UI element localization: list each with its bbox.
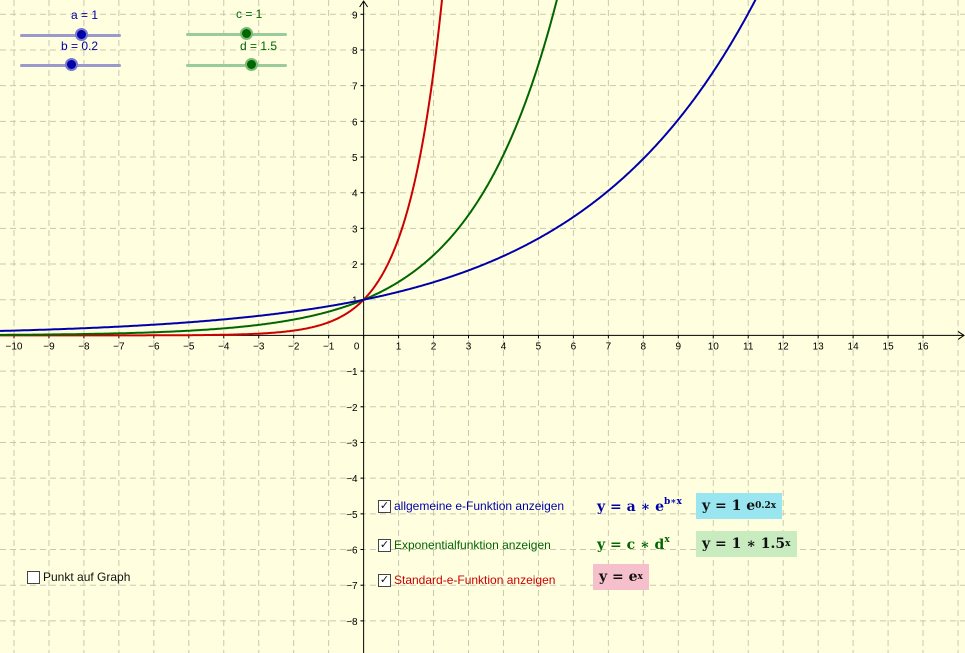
- tick-labels: −10 −9 −8 −7 −6 −5 −4 −3 −2 −1 0 1 2 3 4 5 6 7 8 9 10 11 12 13 1…: [6, 10, 930, 628]
- x-tick-label: 13: [813, 341, 825, 352]
- exponential-formula: y = c ∗ dx: [597, 535, 670, 553]
- x-tick-label: 0: [354, 341, 360, 352]
- x-tick-label: −5: [183, 341, 195, 352]
- y-tick-label: 2: [352, 260, 358, 271]
- slider-a-track[interactable]: [20, 34, 121, 37]
- y-tick-label: −5: [346, 510, 358, 521]
- x-tick-label: 14: [848, 341, 860, 352]
- general-formula-value: y = 1 e 0.2x: [696, 493, 783, 519]
- y-tick-label: 3: [352, 224, 358, 235]
- x-tick-label: −6: [148, 341, 160, 352]
- point-on-graph-checkbox[interactable]: [27, 570, 40, 584]
- general-formula: y = a ∗ eb∗x: [597, 497, 682, 515]
- slider-d-knob[interactable]: [245, 58, 258, 71]
- x-tick-label: 8: [641, 341, 647, 352]
- x-tick-label: 9: [676, 341, 682, 352]
- x-tick-label: 12: [778, 341, 790, 352]
- curves: [0, 0, 757, 337]
- y-tick-label: −4: [346, 474, 358, 485]
- x-tick-label: 10: [708, 341, 720, 352]
- x-tick-label: 1: [396, 341, 402, 352]
- y-tick-label: 4: [352, 189, 358, 200]
- x-tick-label: −9: [43, 341, 55, 352]
- slider-d-track[interactable]: [186, 64, 287, 67]
- y-tick-label: −8: [346, 617, 358, 628]
- general-function-checkbox-row[interactable]: ✓ allgemeine e-Funktion anzeigen: [378, 497, 564, 515]
- exponential-function-label: Exponentialfunktion anzeigen: [394, 538, 551, 552]
- y-tick-label: −1: [346, 367, 358, 378]
- general-function-label: allgemeine e-Funktion anzeigen: [394, 499, 565, 513]
- slider-c-label: c = 1: [236, 7, 263, 21]
- x-tick-label: 6: [571, 341, 577, 352]
- x-tick-label: 2: [431, 341, 437, 352]
- x-tick-label: 3: [466, 341, 472, 352]
- y-tick-label: 6: [352, 117, 358, 128]
- exponential-function-checkbox[interactable]: ✓: [378, 538, 391, 552]
- standard-function-label: Standard-e-Funktion anzeigen: [394, 573, 556, 587]
- x-tick-label: −10: [6, 341, 23, 352]
- x-tick-label: −3: [253, 341, 265, 352]
- y-tick-label: −3: [346, 438, 358, 449]
- point-on-graph-label: Punkt auf Graph: [43, 570, 131, 584]
- y-tick-label: −2: [346, 403, 358, 414]
- y-axis-arrow: [359, 0, 369, 8]
- x-tick-label: −7: [113, 341, 125, 352]
- y-tick-label: 7: [352, 82, 358, 93]
- curve-green: [0, 0, 558, 336]
- standard-function-checkbox-row[interactable]: ✓ Standard-e-Funktion anzeigen: [378, 571, 555, 589]
- x-tick-label: 7: [606, 341, 612, 352]
- slider-b-knob[interactable]: [65, 58, 78, 71]
- x-tick-label: 11: [743, 341, 754, 352]
- curve-red: [0, 0, 443, 337]
- x-tick-label: 16: [917, 341, 929, 352]
- standard-function-checkbox[interactable]: ✓: [378, 573, 391, 587]
- x-tick-label: 15: [883, 341, 895, 352]
- slider-c-knob[interactable]: [240, 27, 253, 40]
- slider-c-track[interactable]: [186, 33, 287, 36]
- y-tick-label: 9: [352, 10, 358, 21]
- y-tick-label: −7: [346, 581, 358, 592]
- x-axis-arrow: [957, 331, 965, 340]
- exponential-formula-value: y = 1 ∗ 1.5 x: [696, 531, 797, 557]
- point-on-graph-checkbox-row[interactable]: Punkt auf Graph: [27, 568, 130, 586]
- x-tick-label: −4: [218, 341, 230, 352]
- curve-blue: [0, 0, 757, 332]
- slider-a-knob[interactable]: [75, 28, 88, 41]
- x-tick-label: 4: [501, 341, 507, 352]
- y-tick-label: 5: [352, 153, 358, 164]
- exponential-function-checkbox-row[interactable]: ✓ Exponentialfunktion anzeigen: [378, 536, 551, 554]
- x-tick-label: −8: [78, 341, 90, 352]
- y-tick-label: −6: [346, 546, 358, 557]
- general-function-checkbox[interactable]: ✓: [378, 499, 391, 513]
- y-tick-label: 8: [352, 46, 358, 57]
- slider-d-label: d = 1.5: [240, 39, 278, 53]
- slider-a-label: a = 1: [71, 8, 99, 22]
- slider-b-label: b = 0.2: [61, 39, 99, 53]
- x-tick-label: −2: [288, 341, 300, 352]
- x-tick-label: 5: [536, 341, 542, 352]
- x-tick-label: −1: [323, 341, 335, 352]
